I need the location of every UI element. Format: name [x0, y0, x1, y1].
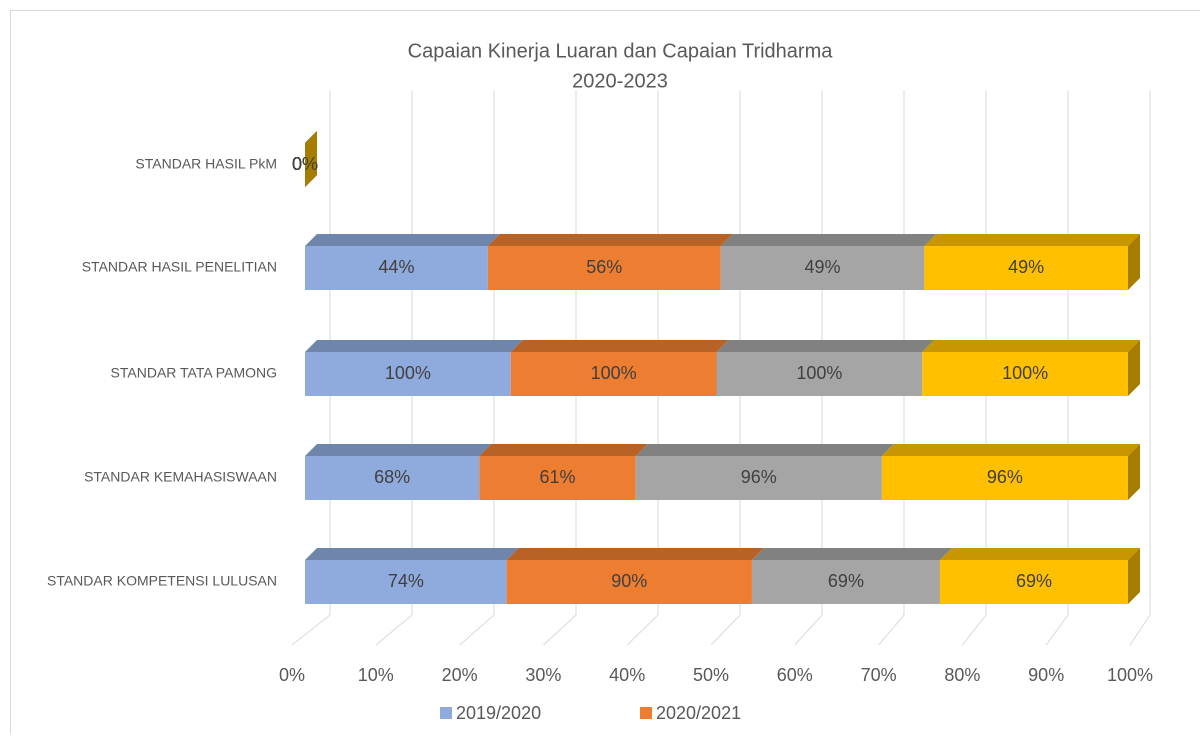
y-tick-label: STANDAR KEMAHASISWAAN — [84, 469, 277, 485]
bar-top — [940, 548, 1140, 560]
bar-top — [636, 444, 894, 456]
grid-floor-line — [627, 615, 658, 645]
data-label: 96% — [987, 467, 1023, 487]
grid-floor-line — [543, 615, 576, 645]
data-label: 96% — [741, 467, 777, 487]
data-label: 90% — [611, 571, 647, 591]
data-label: 49% — [804, 257, 840, 277]
legend-swatch — [640, 707, 652, 719]
grid-floor-line — [1130, 615, 1150, 645]
data-label: 56% — [586, 257, 622, 277]
data-label: 61% — [540, 467, 576, 487]
bar-top — [479, 444, 647, 456]
grid-floor-line — [376, 615, 412, 645]
bar-top — [488, 234, 733, 246]
data-label: 100% — [796, 363, 842, 383]
x-tick-label: 100% — [1107, 665, 1153, 685]
data-label: 74% — [388, 571, 424, 591]
chart-subtitle: 2020-2023 — [572, 70, 668, 92]
bar-top — [305, 234, 500, 246]
grid-floor-line — [879, 615, 904, 645]
y-tick-label: STANDAR KOMPETENSI LULUSAN — [47, 573, 277, 589]
x-tick-label: 40% — [609, 665, 645, 685]
x-tick-label: 10% — [358, 665, 394, 685]
bar-top — [922, 340, 1140, 352]
data-label: 100% — [385, 363, 431, 383]
y-tick-label: STANDAR HASIL PkM — [135, 156, 277, 172]
grid-floor-line — [460, 615, 494, 645]
data-label: 68% — [374, 467, 410, 487]
x-tick-label: 0% — [279, 665, 305, 685]
bar-top — [717, 340, 935, 352]
grid-floor-line — [795, 615, 822, 645]
data-label: 69% — [1016, 571, 1052, 591]
grid-floor-line — [711, 615, 740, 645]
y-tick-label: STANDAR TATA PAMONG — [111, 365, 277, 381]
x-tick-label: 60% — [777, 665, 813, 685]
data-label: 44% — [378, 257, 414, 277]
legend-swatch — [440, 707, 452, 719]
x-tick-label: 90% — [1028, 665, 1064, 685]
chart-title: Capaian Kinerja Luaran dan Capaian Tridh… — [408, 40, 834, 62]
legend-label: 2019/2020 — [456, 703, 541, 723]
grid-floor-line — [962, 615, 986, 645]
x-tick-label: 70% — [861, 665, 897, 685]
bar-top — [721, 234, 937, 246]
data-label: 100% — [591, 363, 637, 383]
grid-floor-line — [1046, 615, 1068, 645]
data-label: 69% — [828, 571, 864, 591]
y-tick-label: STANDAR HASIL PENELITIAN — [82, 259, 277, 275]
data-label: 49% — [1008, 257, 1044, 277]
bar-top — [305, 444, 491, 456]
x-tick-label: 20% — [442, 665, 478, 685]
bar-top — [507, 548, 764, 560]
bar-top — [882, 444, 1140, 456]
data-label: 100% — [1002, 363, 1048, 383]
bar-top — [752, 548, 952, 560]
data-label: 0% — [292, 154, 318, 174]
legend-label: 2020/2021 — [656, 703, 741, 723]
grid-floor-line — [292, 615, 330, 645]
x-tick-label: 80% — [944, 665, 980, 685]
bar-top — [305, 548, 519, 560]
bar-top — [924, 234, 1140, 246]
bar-top — [305, 340, 523, 352]
bar-top — [511, 340, 729, 352]
x-tick-label: 30% — [525, 665, 561, 685]
x-tick-label: 50% — [693, 665, 729, 685]
